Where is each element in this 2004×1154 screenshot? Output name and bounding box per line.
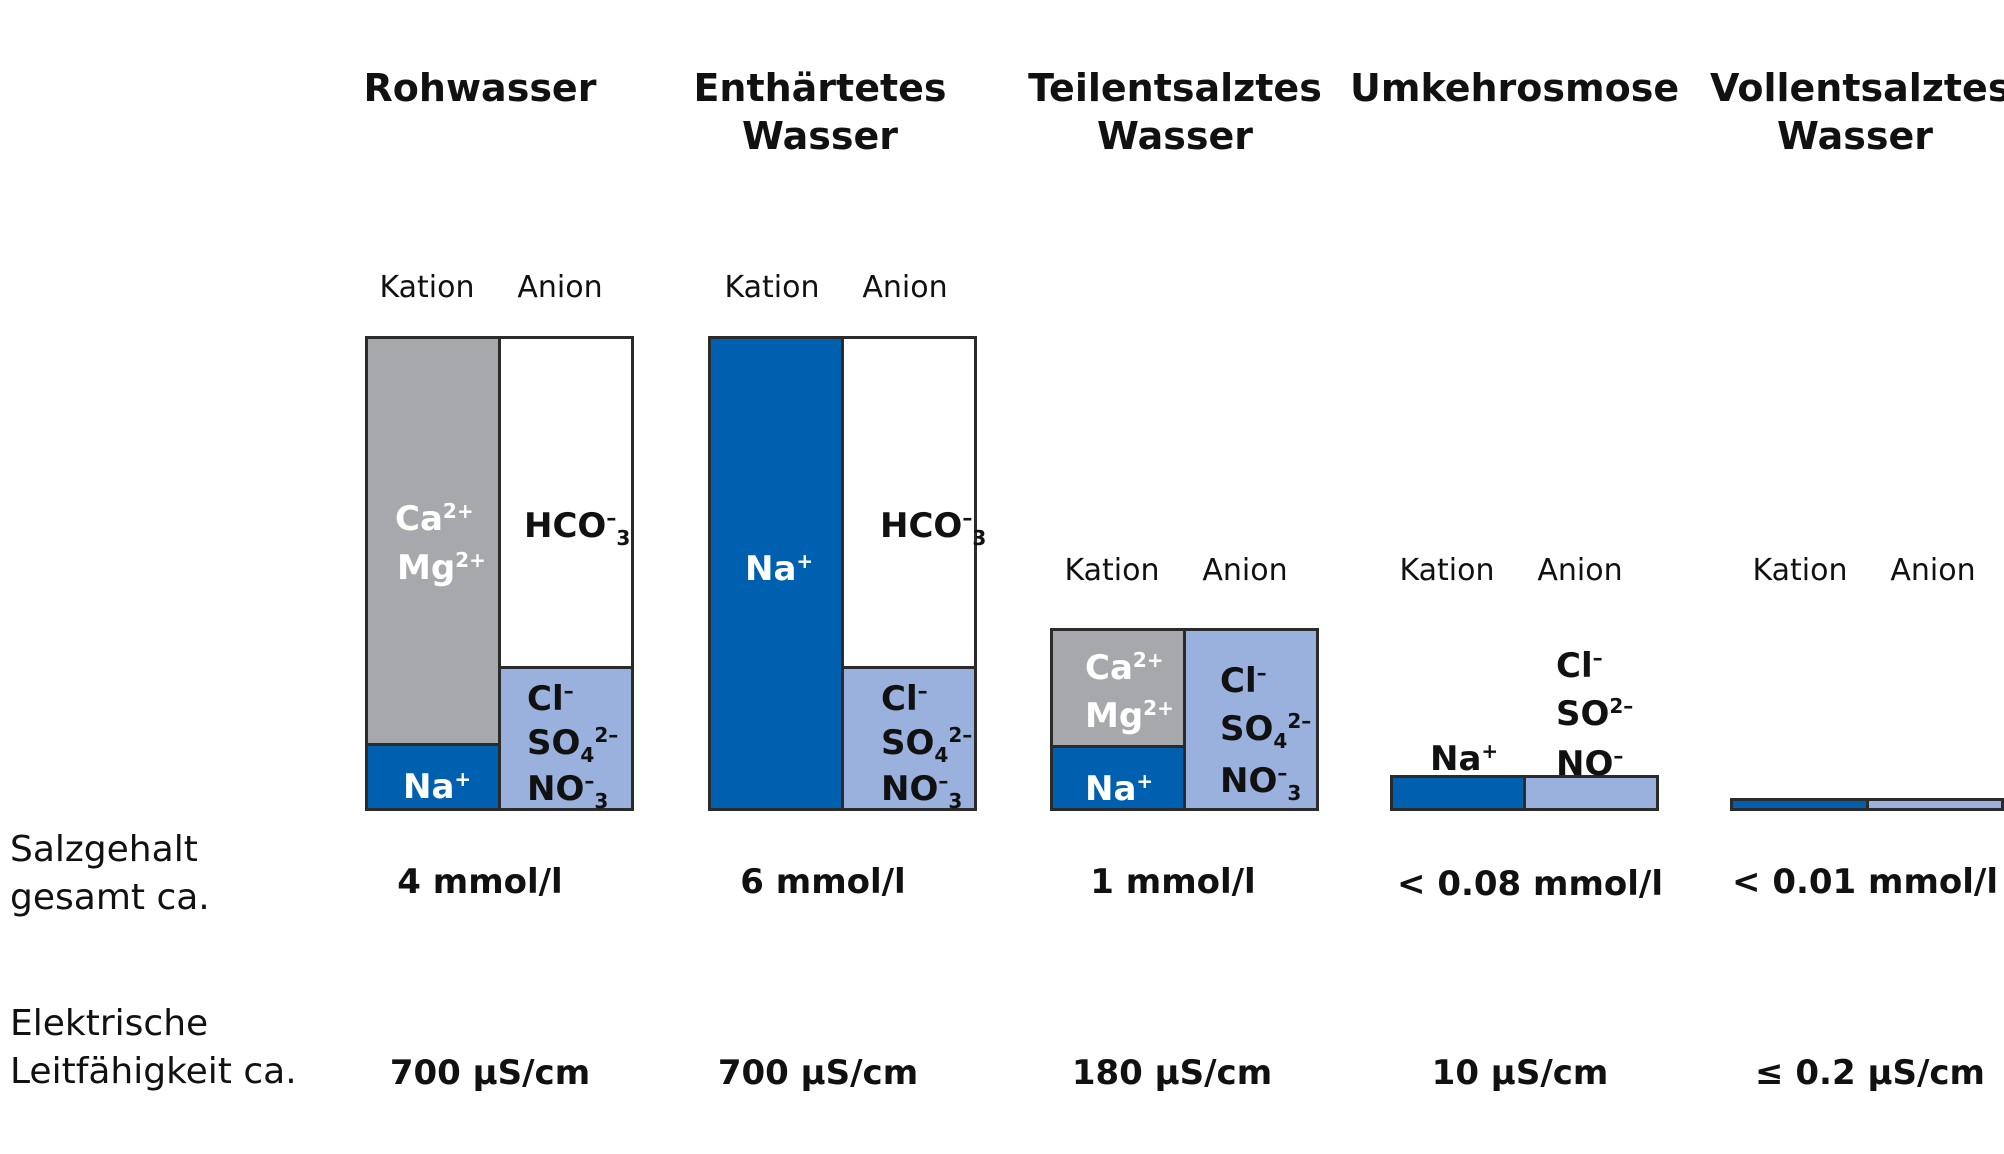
kation-label-umkehrosmose: Kation [1399,553,1495,588]
ion-cl-label: Cl– [527,679,574,719]
vollentsalzt-anion-bar [1866,798,2004,811]
anion-label-vollentsalzt: Anion [1890,553,1976,588]
salt-value-enthaertet: 6 mmol/l [740,862,906,902]
conductivity-value-enthaertet: 700 µS/cm [717,1053,919,1093]
ion-hco3-label: HCO–3 [880,506,987,550]
ion-cl-label: Cl– [881,679,928,719]
rohwasser-anion-cl-so4-no3-bar [498,666,634,811]
ion-ca-label: Ca2+ [395,499,474,539]
ion-so4-label: SO42– [881,723,973,767]
umkehrosmose-anion-bar [1523,775,1659,811]
ion-na-label: Na+ [1430,739,1499,779]
kation-label-rohwasser: Kation [379,270,475,305]
title-enthaertetes-wasser: Enthärtetes Wasser [693,66,947,158]
ion-so4-label: SO42– [527,723,619,767]
ion-cl-label: Cl– [1556,646,1603,686]
title-rohwasser: Rohwasser [363,66,597,110]
anion-label-enthaertet: Anion [862,270,948,305]
ion-mg-label: Mg2+ [1085,696,1174,736]
ion-no3-label: NO–3 [881,769,963,813]
ion-mg-label: Mg2+ [397,548,486,588]
ion-so-label: SO2– [1556,694,1634,734]
row-label-leitfaehigkeit: Elektrische Leitfähigkeit ca. [10,1003,297,1092]
ion-cl-label: Cl– [1220,661,1267,701]
vollentsalzt-kation-bar [1730,798,1869,811]
ion-na-label: Na+ [1085,769,1154,809]
ion-no3-label: NO–3 [527,769,609,813]
teilentsalzt-anion-cl-so4-no3-bar [1183,628,1319,811]
salt-value-rohwasser: 4 mmol/l [397,862,563,902]
rohwasser-kation-na-bar [365,743,501,811]
kation-label-teilentsalzt: Kation [1064,553,1160,588]
conductivity-value-teilentsalzt: 180 µS/cm [1071,1053,1273,1093]
ion-so4-label: SO42– [1220,709,1312,753]
title-umkehrosmose: Umkehrosmose [1350,66,1680,110]
ion-no-label: NO– [1556,744,1624,784]
conductivity-value-umkehrosmose: 10 µS/cm [1431,1053,1609,1093]
title-vollentsalztes-wasser: Vollentsalztes Wasser [1710,66,2004,158]
salt-value-umkehrosmose: < 0.08 mmol/l [1397,864,1663,904]
title-teilentsalztes-wasser: Teilentsalztes Wasser [1028,66,1322,158]
anion-label-rohwasser: Anion [517,270,603,305]
kation-label-vollentsalzt: Kation [1752,553,1848,588]
ion-ca-label: Ca2+ [1085,648,1164,688]
conductivity-value-vollentsalzt: ≤ 0.2 µS/cm [1755,1053,1985,1093]
salt-value-teilentsalzt: 1 mmol/l [1090,862,1256,902]
ion-hco3-label: HCO–3 [524,506,631,550]
kation-label-enthaertet: Kation [724,270,820,305]
anion-label-umkehrosmose: Anion [1537,553,1623,588]
conductivity-value-rohwasser: 700 µS/cm [389,1053,591,1093]
enthaertet-anion-cl-so4-no3-bar [841,666,977,811]
ion-na-label: Na+ [403,767,472,807]
row-label-salzgehalt: Salzgehalt gesamt ca. [10,829,210,918]
ion-na-label: Na+ [745,549,814,589]
ion-no3-label: NO–3 [1220,761,1302,805]
anion-label-teilentsalzt: Anion [1202,553,1288,588]
salt-value-vollentsalzt: < 0.01 mmol/l [1732,862,1998,902]
rohwasser-kation-ca-mg-bar [365,336,501,746]
enthaertet-anion-hco3-bar [841,336,977,669]
